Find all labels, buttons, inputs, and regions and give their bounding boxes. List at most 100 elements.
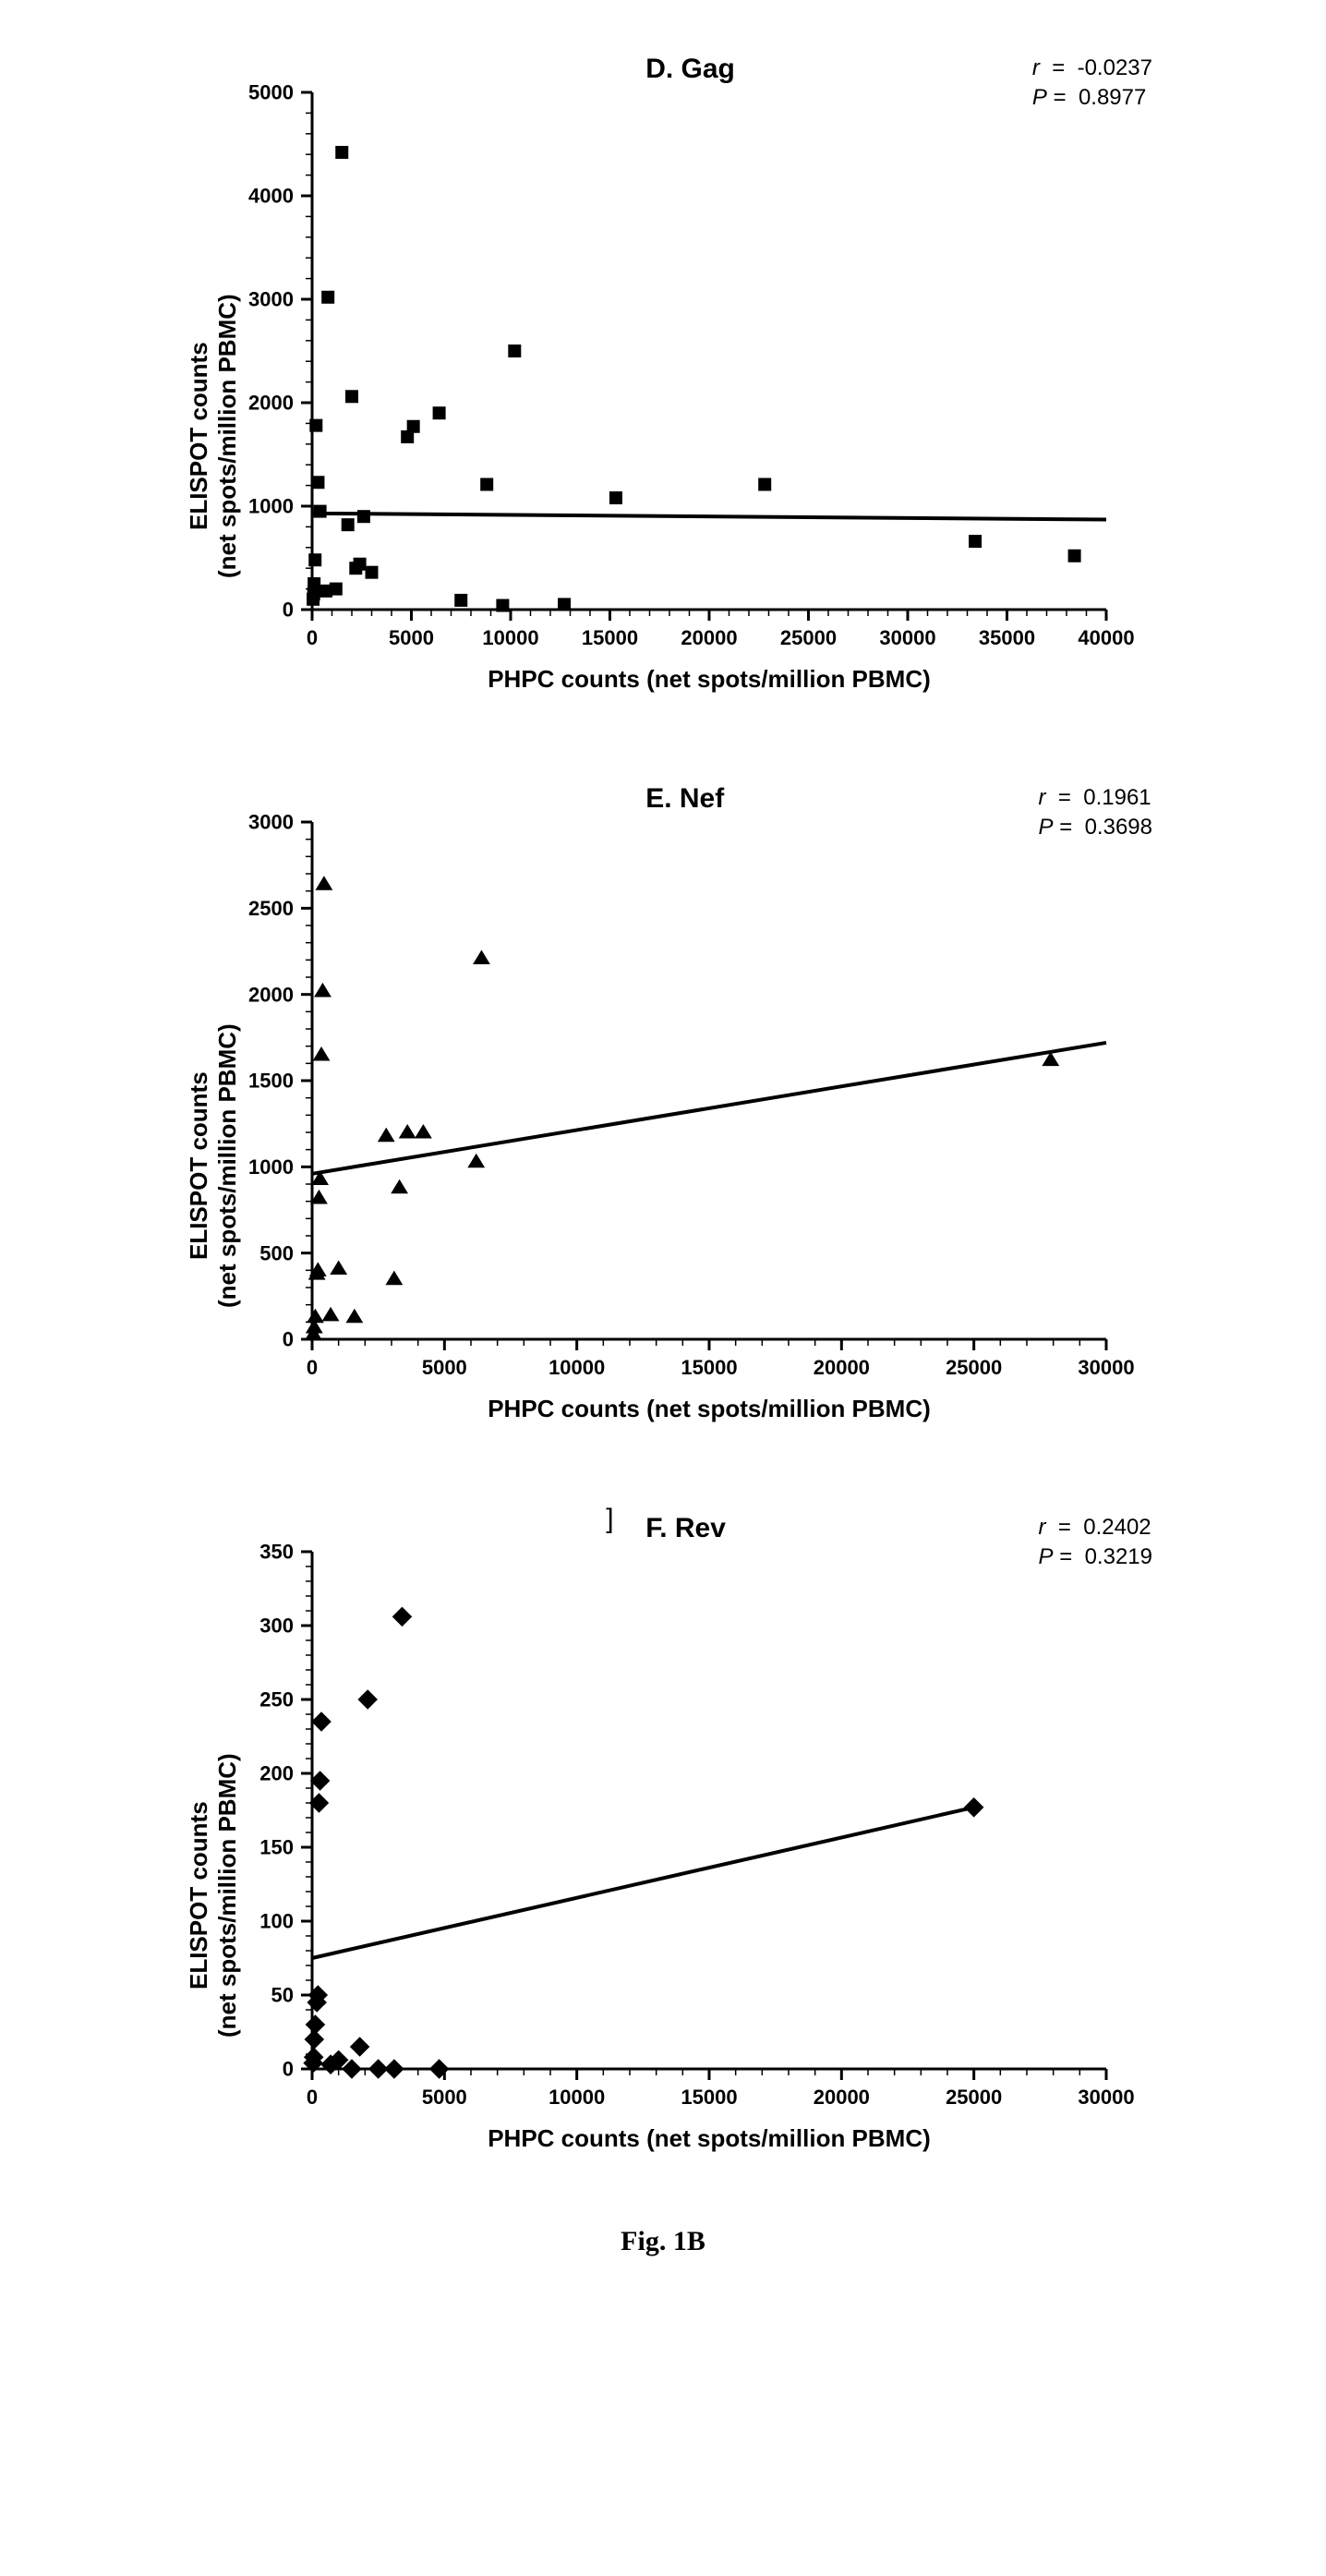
stats-box: r = 0.2402P = 0.3219 [1039,1513,1152,1573]
data-point [391,1179,408,1194]
panel-title: F. Rev [645,1513,726,1544]
data-point [378,1128,395,1143]
data-point [307,1309,324,1324]
svg-text:500: 500 [259,1241,294,1264]
svg-text:0: 0 [307,626,318,649]
data-point [429,2059,450,2079]
svg-text:3000: 3000 [248,288,294,311]
y-axis-label: ELISPOT counts(net spots/million PBMC) [185,1024,242,1309]
plot-svg: 0 5000 10000 15000 20000 25000 30000 0 50 100 150 2… [155,1496,1162,2171]
svg-text:1000: 1000 [248,1155,294,1179]
svg-text:0: 0 [307,2086,318,2109]
data-point [314,505,327,518]
data-point [345,390,358,403]
data-point [321,291,334,304]
data-point [399,1124,416,1139]
data-point [609,491,622,504]
data-point [496,599,509,612]
svg-text:35000: 35000 [979,626,1035,649]
panel-title: E. Nef [645,783,724,815]
panel-f: ] F. Rev r = 0.2402P = 0.3219 ELISPOT count… [155,1496,1162,2171]
panel-title: D. Gag [645,54,735,85]
data-point [311,1711,332,1732]
svg-text:10000: 10000 [548,1356,605,1379]
data-point [306,2014,326,2035]
data-point [407,420,420,433]
data-point [311,476,324,489]
data-point [433,406,446,419]
svg-text:1000: 1000 [248,495,294,518]
data-point [315,876,332,890]
svg-text:0: 0 [283,2058,294,2081]
data-point [454,594,467,607]
svg-text:5000: 5000 [248,81,294,104]
data-point [415,1124,432,1139]
figure-caption: Fig. 1B [155,2226,1171,2257]
data-point [342,518,355,531]
svg-text:2500: 2500 [248,897,294,920]
svg-text:250: 250 [259,1688,294,1711]
data-point [384,2059,404,2079]
svg-text:100: 100 [259,1910,294,1933]
data-point [467,1154,485,1168]
data-point [330,1260,347,1275]
data-point [313,1046,331,1061]
plot-svg: 0500010000150002000025000300000500100015… [155,767,1162,1441]
svg-text:2000: 2000 [248,983,294,1006]
svg-text:10000: 10000 [548,2086,605,2109]
data-point [330,583,343,596]
data-point [357,1689,378,1710]
data-point [1068,550,1081,562]
data-point [350,2037,370,2057]
data-point [508,345,521,357]
data-point [309,419,322,432]
svg-text:25000: 25000 [946,2086,1002,2109]
data-point [385,1271,403,1286]
data-point [354,558,367,571]
svg-text:15000: 15000 [681,1356,737,1379]
svg-text:2000: 2000 [248,392,294,415]
svg-text:150: 150 [259,1836,294,1859]
y-axis-label: ELISPOT counts(net spots/million PBMC) [185,295,242,579]
data-point [308,553,321,566]
data-point [357,510,370,523]
data-point [366,566,379,579]
plot-svg: 0500010000150002000025000300003500040000… [155,37,1162,711]
x-axis-label: PHPC counts (net spots/million PBMC) [312,2124,1106,2153]
svg-text:0: 0 [283,1328,294,1351]
svg-text:15000: 15000 [681,2086,737,2109]
svg-text:5000: 5000 [422,1356,467,1379]
svg-text:30000: 30000 [1078,1356,1134,1379]
svg-text:5000: 5000 [422,2086,467,2109]
svg-text:20000: 20000 [814,2086,870,2109]
regression-line [312,1808,974,1958]
data-point [322,1307,340,1322]
data-point [392,1607,413,1627]
data-point [964,1797,984,1818]
panel-d: D. Gag r = -0.0237P = 0.8977 ELISPOT count… [155,37,1162,711]
svg-text:5000: 5000 [389,626,434,649]
stats-box: r = -0.0237P = 0.8977 [1032,54,1152,114]
svg-text:30000: 30000 [879,626,935,649]
data-point [969,535,982,548]
data-point [307,577,320,590]
svg-text:4000: 4000 [248,185,294,208]
svg-text:25000: 25000 [780,626,837,649]
stats-box: r = 0.1961P = 0.3698 [1039,783,1152,843]
x-axis-label: PHPC counts (net spots/million PBMC) [312,1395,1106,1423]
data-point [558,598,571,611]
x-axis-label: PHPC counts (net spots/million PBMC) [312,665,1106,694]
data-point [480,478,493,490]
svg-text:30000: 30000 [1078,2086,1134,2109]
stray-mark: ] [606,1504,613,1535]
svg-text:3000: 3000 [248,811,294,834]
data-point [473,949,490,964]
y-axis-label: ELISPOT counts(net spots/million PBMC) [185,1754,242,2038]
regression-line [312,514,1106,520]
svg-text:50: 50 [271,1984,294,2007]
svg-text:15000: 15000 [582,626,638,649]
panel-e: E. Nef r = 0.1961P = 0.3698 ELISPOT counts… [155,767,1162,1441]
svg-text:0: 0 [283,599,294,622]
svg-text:350: 350 [259,1541,294,1564]
svg-text:200: 200 [259,1762,294,1785]
